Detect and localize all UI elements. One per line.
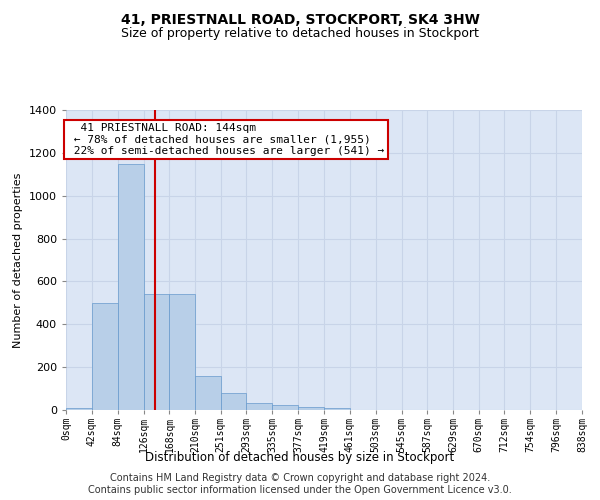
Bar — [143, 294, 169, 410]
Y-axis label: Number of detached properties: Number of detached properties — [13, 172, 23, 348]
Bar — [169, 294, 196, 410]
Text: 41, PRIESTNALL ROAD, STOCKPORT, SK4 3HW: 41, PRIESTNALL ROAD, STOCKPORT, SK4 3HW — [121, 12, 479, 26]
Text: Distribution of detached houses by size in Stockport: Distribution of detached houses by size … — [145, 451, 455, 464]
Text: Size of property relative to detached houses in Stockport: Size of property relative to detached ho… — [121, 28, 479, 40]
Text: Contains HM Land Registry data © Crown copyright and database right 2024.
Contai: Contains HM Land Registry data © Crown c… — [88, 474, 512, 495]
Bar — [272, 404, 298, 410]
Bar — [118, 164, 143, 410]
Text: 41 PRIESTNALL ROAD: 144sqm  
 ← 78% of detached houses are smaller (1,955)
 22% : 41 PRIESTNALL ROAD: 144sqm ← 78% of deta… — [67, 123, 385, 156]
Bar — [247, 402, 272, 410]
Bar — [66, 408, 92, 410]
Bar — [196, 376, 221, 410]
Bar — [221, 393, 247, 410]
Bar — [92, 303, 118, 410]
Bar — [324, 408, 350, 410]
Bar — [298, 407, 324, 410]
